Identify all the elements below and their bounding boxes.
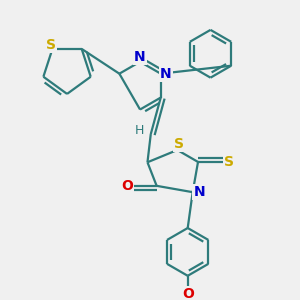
Text: S: S xyxy=(46,38,56,52)
Text: N: N xyxy=(194,185,205,199)
Text: O: O xyxy=(182,287,194,300)
Text: S: S xyxy=(174,137,184,151)
Text: S: S xyxy=(224,155,234,169)
Text: N: N xyxy=(134,50,146,64)
Text: O: O xyxy=(122,179,134,193)
Text: H: H xyxy=(134,124,144,137)
Text: N: N xyxy=(160,67,172,81)
